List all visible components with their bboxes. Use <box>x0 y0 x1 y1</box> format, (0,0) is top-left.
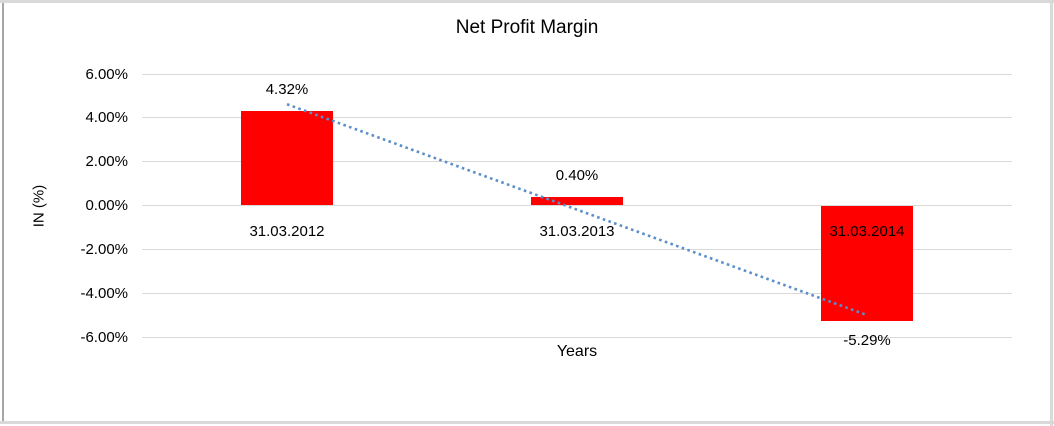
bar-data-label: -5.29% <box>843 332 891 350</box>
plot-area <box>142 73 1012 338</box>
frame-edge-right <box>1050 0 1053 426</box>
y-tick-label: -6.00% <box>80 328 128 346</box>
gridline <box>142 336 1012 338</box>
y-tick-label: 0.00% <box>85 197 128 214</box>
frame-edge-bottom <box>0 421 1054 424</box>
category-label: 31.03.2013 <box>539 222 615 240</box>
x-axis-title: Years <box>556 343 598 360</box>
bar-31.03.2013 <box>531 196 623 206</box>
chart-title: Net Profit Margin <box>455 17 599 38</box>
y-tick-label: 2.00% <box>85 153 128 171</box>
y-tick-label: -2.00% <box>80 240 128 258</box>
y-tick-label: -4.00% <box>80 284 128 302</box>
bar-data-label: 4.32% <box>265 80 309 98</box>
bar-31.03.2012 <box>241 110 333 206</box>
y-tick-label: 6.00% <box>85 65 128 83</box>
category-label: 31.03.2012 <box>249 222 325 240</box>
frame-edge-left <box>2 3 4 421</box>
bar-data-label: 0.40% <box>555 166 599 184</box>
category-label: 31.03.2014 <box>829 222 905 240</box>
frame-edge-top <box>0 0 1054 3</box>
gridline <box>142 73 1012 75</box>
y-tick-label: 4.00% <box>85 109 128 127</box>
